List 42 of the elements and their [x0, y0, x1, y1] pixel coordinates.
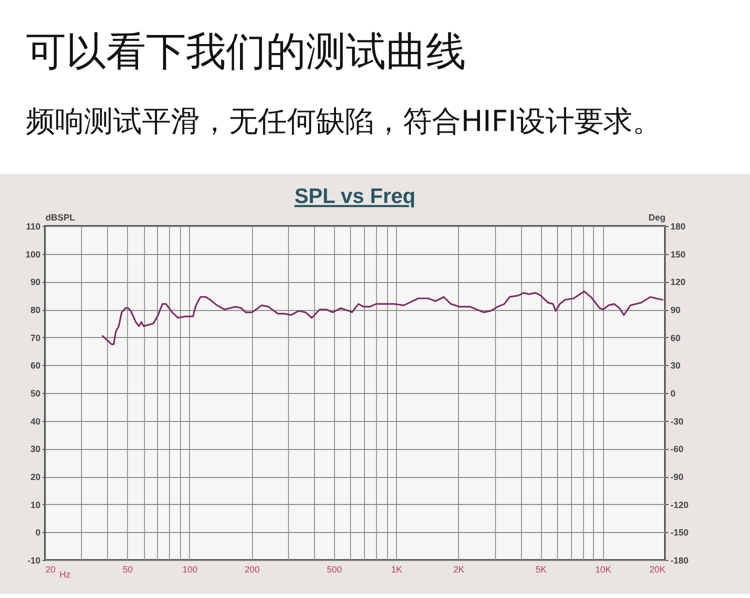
- y-tick-label: 60: [30, 360, 40, 371]
- y2-tick-label: -120: [670, 500, 689, 510]
- x-tick-label: 500: [326, 564, 342, 574]
- x-tick-label: 20: [46, 564, 56, 574]
- x-tick-label: 1K: [391, 564, 402, 574]
- y2-axis-title: Deg: [648, 212, 666, 222]
- y-tick-label: 40: [30, 416, 40, 426]
- y2-tick-label: 120: [670, 277, 686, 288]
- y-axis-title: dBSPL: [46, 212, 76, 222]
- x-tick-label: 10K: [595, 564, 612, 574]
- y-tick-label: 20: [30, 472, 40, 482]
- y-tick-label: 100: [25, 249, 40, 260]
- chart-subtitle: 频响测试平滑，无任何缺陷，符合HIFI设计要求。: [26, 104, 662, 139]
- y-tick-label: 80: [30, 305, 40, 315]
- x-tick-label: 200: [244, 564, 260, 574]
- y-tick-label: 10: [30, 500, 40, 510]
- y-tick-label: 70: [30, 332, 40, 343]
- y2-tick-label: -30: [670, 416, 684, 426]
- y-tick-label: 0: [35, 528, 40, 538]
- y2-tick-label: -90: [670, 472, 684, 482]
- y2-tick-label: -150: [670, 528, 689, 538]
- y2-tick-label: 60: [670, 332, 681, 343]
- y-tick-label: -10: [27, 556, 40, 566]
- y-tick-label: 110: [26, 222, 40, 232]
- x-tick-label: 20K: [649, 564, 666, 574]
- x-tick-label: 50: [122, 564, 133, 574]
- y2-tick-label: -180: [670, 556, 689, 566]
- y2-tick-label: -60: [670, 444, 684, 454]
- y-tick-label: 90: [30, 277, 40, 288]
- y2-tick-label: 180: [670, 222, 686, 232]
- x-tick-label: 5K: [536, 564, 547, 574]
- y-tick-label: 30: [30, 444, 40, 454]
- text: SPL vs Freq: [294, 185, 416, 208]
- y-tick-label: 50: [30, 388, 40, 398]
- x-tick-label: 100: [182, 564, 198, 574]
- y2-tick-label: 30: [670, 360, 681, 371]
- chart-title: 可以看下我们的测试曲线: [26, 28, 466, 76]
- y2-tick-label: 90: [670, 305, 681, 315]
- y2-tick-label: 0: [670, 388, 676, 398]
- y2-tick-label: 150: [670, 249, 686, 260]
- x-tick-label: 2K: [453, 564, 464, 574]
- x-axis-title: Hz: [60, 570, 71, 580]
